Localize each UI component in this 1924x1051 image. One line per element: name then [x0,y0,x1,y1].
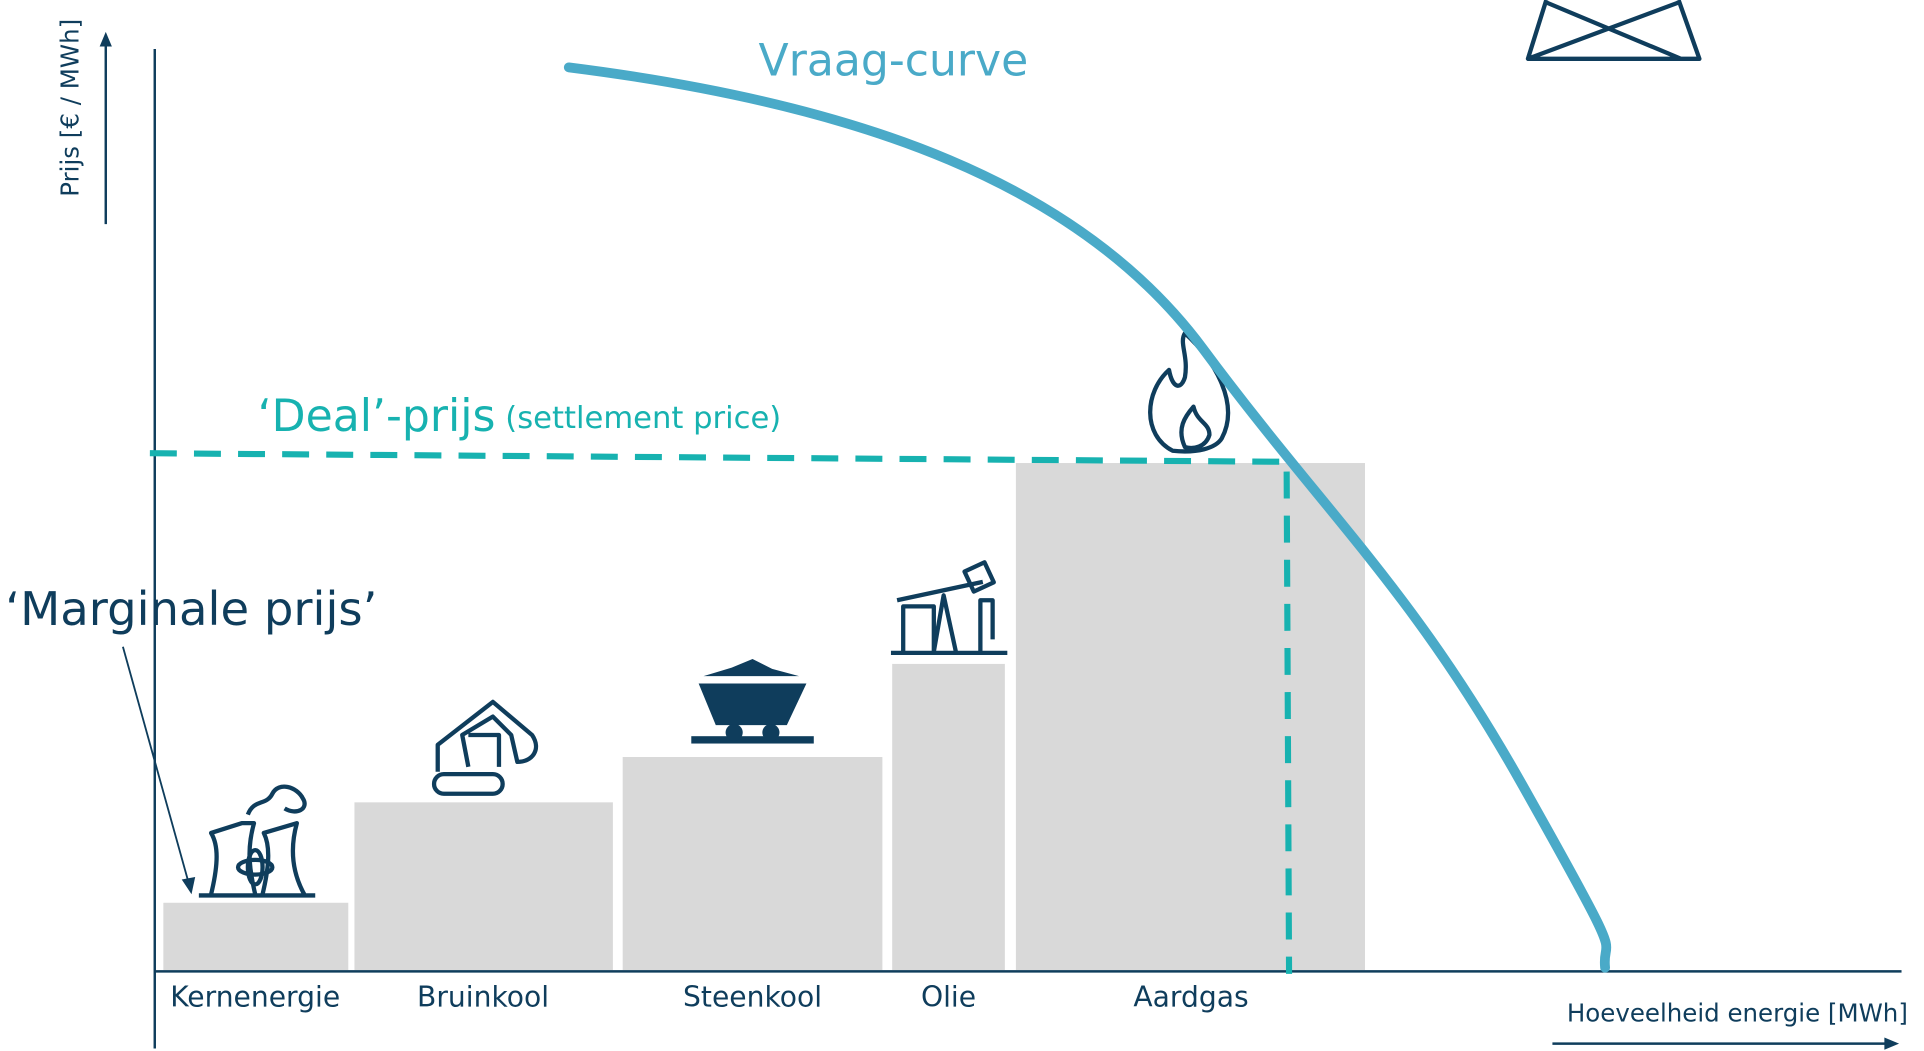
source-label: Steenkool [683,980,822,1013]
bar-kernenergie [163,902,349,971]
bar-bruinkool [354,802,613,971]
demand-curve [563,62,1612,973]
settlement-label: ‘Deal’-prijs (settlement price) [258,391,782,442]
marginal-label: ‘Marginale prijs’ [5,582,377,636]
logo-icon [1525,0,1702,61]
excavator-icon [431,699,539,796]
nuclear-icon [198,784,316,898]
source-label: Olie [921,980,976,1013]
x-arrowhead [1884,1037,1900,1050]
settlement-note: (settlement price) [505,400,781,435]
bar-olie [892,663,1005,971]
settlement-main: ‘Deal’-prijs [258,391,496,442]
settlement-line [149,450,1293,974]
oil-pump-icon [890,560,1008,656]
bar-aardgas [1015,463,1366,971]
bars [163,463,1366,971]
x-axis-label: Hoeveelheid energie [MWh] [1567,998,1908,1027]
axes [99,31,1902,1050]
flame-icon [1148,331,1231,454]
marginal-pointer-head [181,877,196,895]
source-label: Kernenergie [170,980,340,1013]
source-label: Bruinkool [417,980,549,1013]
y-axis-label: Prijs [€ / MWh] [55,19,84,197]
source-label: Aardgas [1133,980,1248,1013]
y-arrowhead [99,31,112,47]
marginal-pointer [122,646,190,885]
demand-label: Vraag-curve [759,36,1029,87]
coal-cart-icon [691,659,814,744]
bar-steenkool [622,757,883,971]
icons [198,0,1702,898]
